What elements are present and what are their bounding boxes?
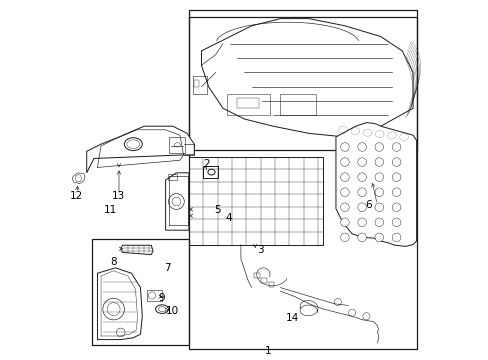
Ellipse shape [76, 175, 81, 182]
Circle shape [374, 173, 383, 181]
Circle shape [168, 194, 184, 210]
Circle shape [116, 328, 125, 337]
Circle shape [391, 188, 400, 197]
Circle shape [374, 233, 383, 242]
Circle shape [340, 188, 348, 197]
Text: 8: 8 [110, 257, 117, 267]
Circle shape [391, 203, 400, 212]
Circle shape [391, 173, 400, 181]
Ellipse shape [174, 143, 180, 147]
Polygon shape [121, 245, 153, 255]
Bar [147, 290, 162, 301]
Circle shape [374, 188, 383, 197]
Bar [268, 282, 274, 287]
Ellipse shape [126, 140, 140, 148]
Circle shape [391, 218, 400, 226]
Polygon shape [72, 173, 85, 184]
Circle shape [391, 158, 400, 166]
Circle shape [374, 218, 383, 226]
Circle shape [340, 203, 348, 212]
Circle shape [374, 143, 383, 151]
Text: 7: 7 [164, 263, 170, 273]
Circle shape [357, 143, 366, 151]
Bar [203, 166, 217, 178]
Polygon shape [165, 173, 188, 230]
Circle shape [172, 197, 180, 206]
Circle shape [374, 158, 383, 166]
Text: 4: 4 [224, 213, 231, 222]
Polygon shape [97, 268, 142, 339]
Circle shape [340, 143, 348, 151]
Bar [280, 94, 316, 116]
Text: 5: 5 [214, 206, 221, 216]
Circle shape [391, 233, 400, 242]
Text: 3: 3 [257, 245, 264, 255]
Polygon shape [335, 123, 416, 246]
Bar [188, 17, 416, 149]
Circle shape [102, 298, 124, 320]
Bar [261, 278, 266, 283]
Text: 11: 11 [103, 206, 117, 216]
Polygon shape [201, 19, 412, 137]
Circle shape [357, 158, 366, 166]
Ellipse shape [207, 169, 215, 175]
Bar [169, 137, 185, 153]
Circle shape [374, 203, 383, 212]
Bar [188, 10, 416, 348]
Circle shape [357, 233, 366, 242]
Circle shape [340, 173, 348, 181]
Circle shape [357, 203, 366, 212]
Circle shape [333, 298, 341, 306]
Circle shape [357, 173, 366, 181]
Bar [168, 174, 177, 180]
Ellipse shape [158, 307, 165, 312]
Circle shape [357, 188, 366, 197]
Text: 13: 13 [111, 191, 124, 201]
Circle shape [148, 292, 155, 299]
Bar [192, 76, 206, 94]
Text: 10: 10 [166, 306, 179, 316]
Circle shape [391, 143, 400, 151]
Text: 14: 14 [285, 313, 299, 323]
Text: 12: 12 [69, 191, 82, 201]
Bar [92, 239, 188, 345]
Circle shape [340, 233, 348, 242]
Circle shape [348, 309, 355, 316]
Circle shape [340, 218, 348, 226]
Ellipse shape [155, 305, 168, 314]
Text: 9: 9 [159, 293, 165, 303]
Ellipse shape [124, 138, 142, 150]
Bar [226, 94, 269, 116]
Circle shape [357, 218, 366, 226]
Bar [193, 80, 198, 87]
Circle shape [107, 303, 120, 316]
Bar [254, 273, 260, 278]
Text: 1: 1 [264, 346, 270, 356]
Bar [237, 98, 258, 108]
Circle shape [340, 158, 348, 166]
Text: 2: 2 [203, 159, 210, 169]
Circle shape [362, 313, 369, 320]
Polygon shape [86, 126, 194, 173]
Text: 6: 6 [364, 200, 371, 210]
